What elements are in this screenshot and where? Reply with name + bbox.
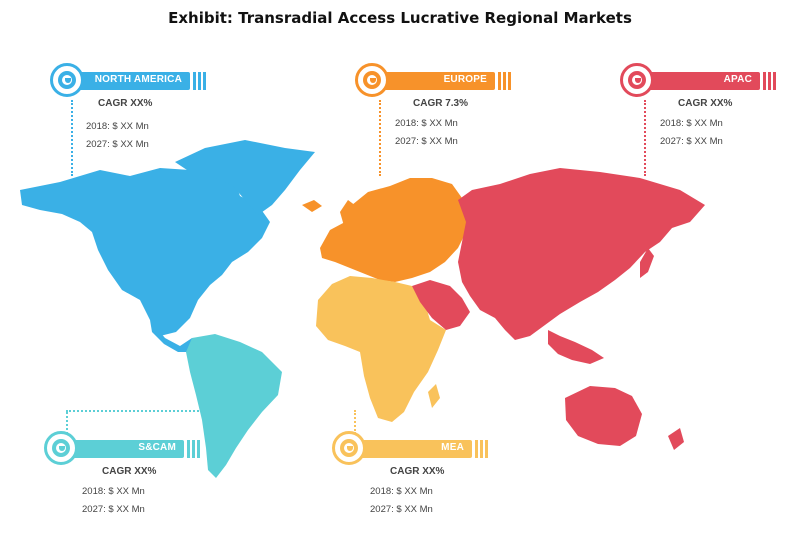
region-name: NORTH AMERICA — [94, 74, 182, 85]
africa-shape — [316, 276, 446, 422]
leader-dots — [379, 100, 381, 176]
region-apac: APAC CAGR XX% 2018: $ XX Mn 2027: $ XX M… — [620, 63, 800, 176]
year-2018-value: 2018: $ XX Mn — [660, 118, 723, 129]
page-title: Exhibit: Transradial Access Lucrative Re… — [168, 9, 632, 27]
year-2027-value: 2027: $ XX Mn — [82, 504, 145, 515]
stripes-decoration — [475, 440, 491, 458]
target-icon — [50, 63, 84, 97]
region-label-bar: APAC — [638, 72, 760, 90]
iceland-shape — [302, 200, 322, 212]
region-label-bar: NORTH AMERICA — [68, 72, 190, 90]
region-pill: EUROPE — [355, 63, 515, 97]
region-europe: EUROPE CAGR 7.3% 2018: $ XX Mn 2027: $ X… — [355, 63, 555, 176]
madagascar-shape — [428, 384, 440, 408]
japan-shape — [640, 248, 654, 278]
cagr-label: CAGR XX% — [98, 98, 153, 109]
new-zealand-shape — [668, 428, 684, 450]
stripes-decoration — [187, 440, 203, 458]
stripes-decoration — [193, 72, 209, 90]
region-pill: APAC — [620, 63, 780, 97]
region-name: APAC — [723, 74, 752, 85]
target-icon — [620, 63, 654, 97]
region-name: EUROPE — [443, 74, 487, 85]
region-scam: S&CAM CAGR XX% 2018: $ XX Mn 2027: $ XX … — [44, 410, 244, 526]
region-name: S&CAM — [138, 442, 176, 453]
cagr-label: CAGR XX% — [678, 98, 733, 109]
region-label-bar: S&CAM — [62, 440, 184, 458]
region-label-bar: EUROPE — [373, 72, 495, 90]
region-pill: MEA — [332, 431, 492, 465]
year-2018-value: 2018: $ XX Mn — [395, 118, 458, 129]
target-icon — [332, 431, 366, 465]
stripes-decoration — [763, 72, 779, 90]
leader-dots — [644, 100, 646, 176]
year-2027-value: 2027: $ XX Mn — [86, 139, 149, 150]
year-2018-value: 2018: $ XX Mn — [82, 486, 145, 497]
uk-shape — [340, 200, 356, 226]
target-icon — [44, 431, 78, 465]
region-pill: NORTH AMERICA — [50, 63, 210, 97]
leader-dots — [66, 412, 68, 434]
cagr-label: CAGR XX% — [102, 466, 157, 477]
region-name: MEA — [441, 442, 464, 453]
year-2027-value: 2027: $ XX Mn — [395, 136, 458, 147]
leader-dots — [354, 410, 356, 434]
region-mea: MEA CAGR XX% 2018: $ XX Mn 2027: $ XX Mn — [332, 410, 532, 526]
australia-shape — [565, 386, 642, 446]
year-2018-value: 2018: $ XX Mn — [86, 121, 149, 132]
stripes-decoration — [498, 72, 514, 90]
year-2027-value: 2027: $ XX Mn — [660, 136, 723, 147]
leader-dots — [71, 100, 73, 176]
year-2018-value: 2018: $ XX Mn — [370, 486, 433, 497]
region-north-america: NORTH AMERICA CAGR XX% 2018: $ XX Mn 202… — [50, 63, 250, 176]
year-2027-value: 2027: $ XX Mn — [370, 504, 433, 515]
middle-east-shape — [412, 280, 470, 330]
southeast-asia-shape — [548, 330, 604, 364]
europe-shape — [320, 178, 470, 282]
region-pill: S&CAM — [44, 431, 204, 465]
region-label-bar: MEA — [350, 440, 472, 458]
cagr-label: CAGR XX% — [390, 466, 445, 477]
north-america-shape — [20, 150, 270, 336]
south-america-shape — [186, 334, 282, 478]
target-icon — [355, 63, 389, 97]
central-america-shape — [150, 320, 200, 352]
asia-shape — [458, 168, 705, 340]
leader-dots-horizontal — [66, 410, 206, 412]
cagr-label: CAGR 7.3% — [413, 98, 469, 109]
greenland-shape — [175, 140, 315, 215]
